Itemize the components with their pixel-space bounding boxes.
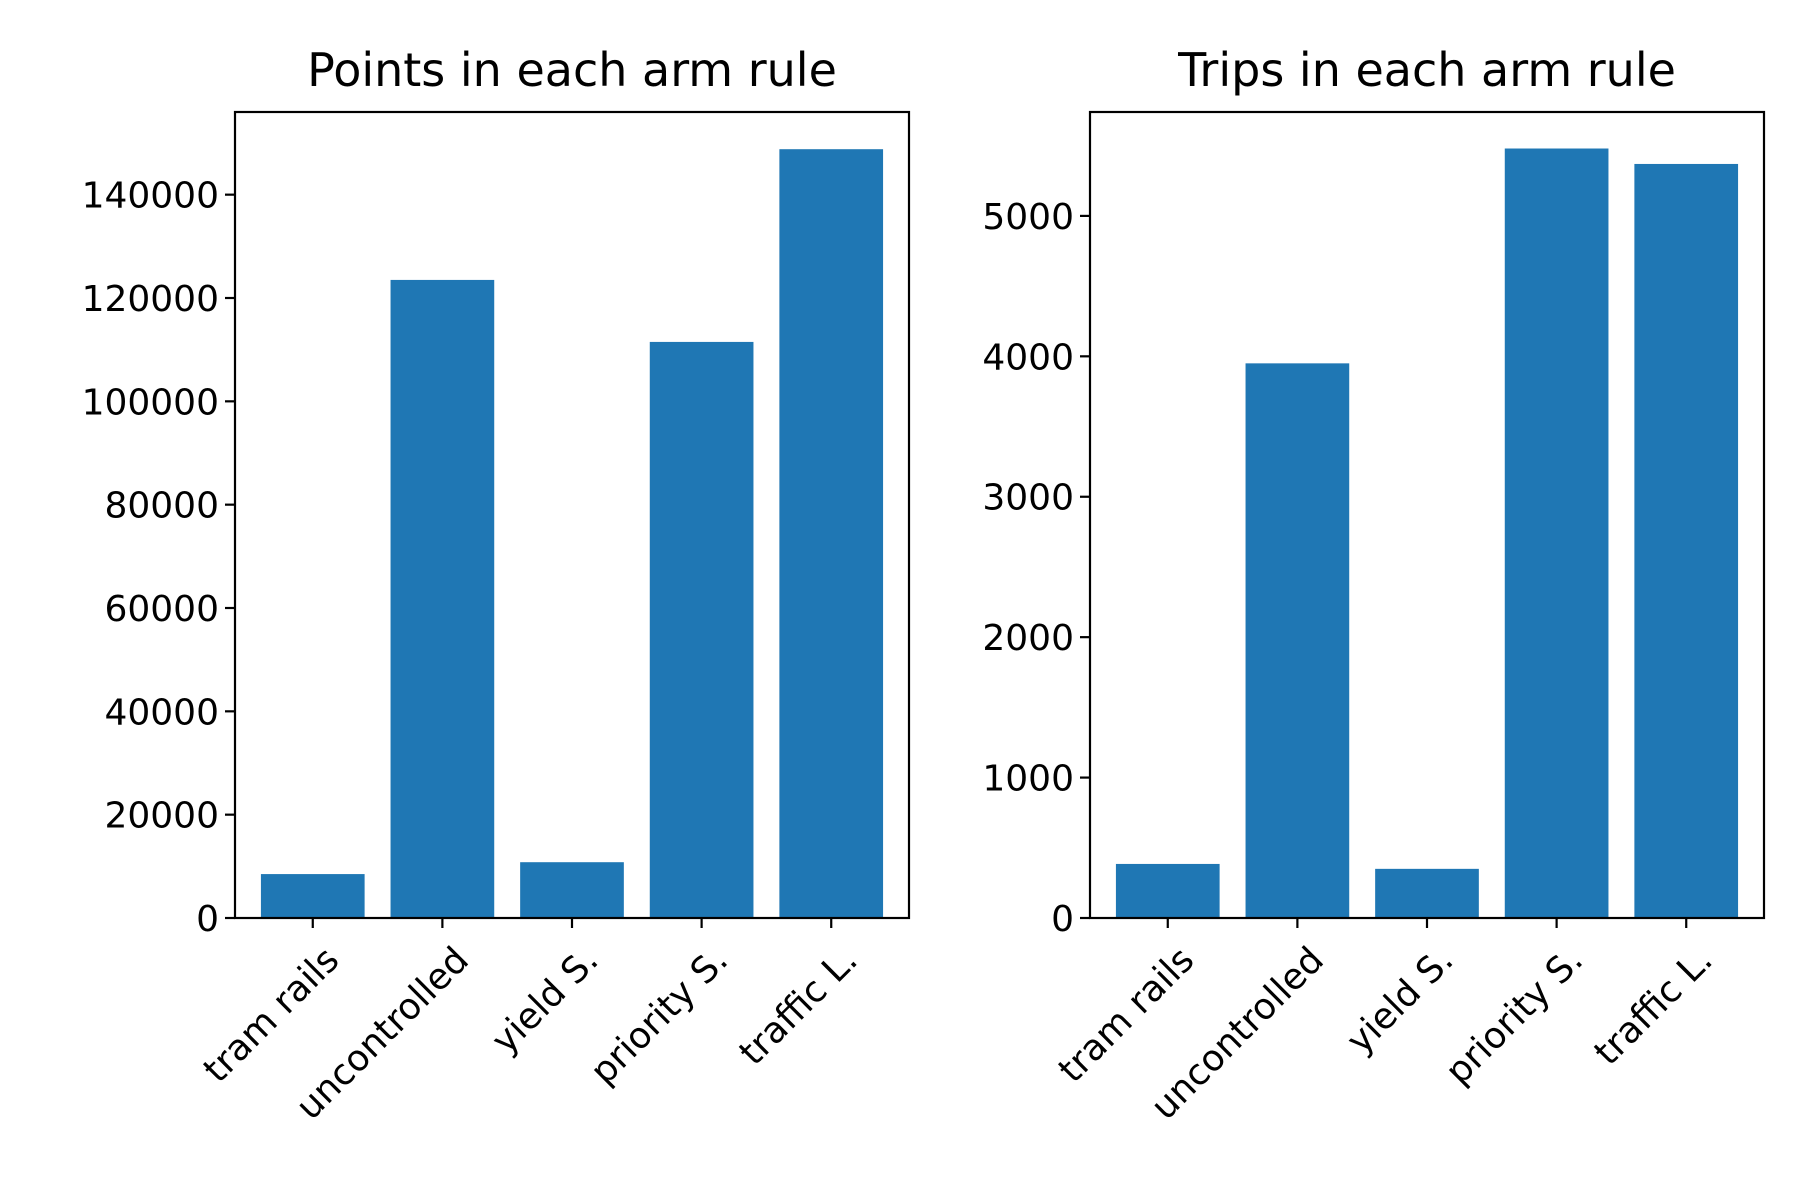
- y-tick-label: 0: [196, 899, 219, 940]
- x-tick-label: priority S.: [1438, 939, 1591, 1092]
- bar-priority-s: [1504, 148, 1609, 918]
- y-tick-label: 120000: [82, 279, 219, 320]
- y-tick-label: 5000: [982, 197, 1074, 238]
- x-tick-label: traffic L.: [1587, 939, 1721, 1073]
- plot-frame-trips: [1088, 110, 1766, 920]
- bar-traffic-l: [1634, 163, 1739, 918]
- y-tick-label: 100000: [82, 382, 219, 423]
- bar-tram-rails: [1115, 863, 1220, 918]
- x-tick-label: yield S.: [484, 939, 606, 1061]
- bar-tram-rails: [260, 874, 365, 918]
- y-tick-label: 4000: [982, 337, 1074, 378]
- chart-points-panel: Points in each arm rule 0 20000 40000 60000…: [82, 43, 911, 1128]
- y-tick-label: 3000: [982, 478, 1074, 519]
- y-tick-label: 60000: [104, 589, 219, 630]
- y-tick-label: 2000: [982, 618, 1074, 659]
- bar-priority-s: [649, 341, 754, 918]
- bar-uncontrolled: [1245, 363, 1350, 919]
- y-tick-label: 20000: [104, 796, 219, 837]
- bars-group-trips: [1115, 148, 1739, 919]
- chart-title-points: Points in each arm rule: [307, 43, 837, 97]
- y-axis-trips: 0 1000 2000 3000 4000 5000: [982, 197, 1090, 940]
- bars-group-points: [260, 149, 884, 918]
- bar-yield-s: [520, 862, 624, 918]
- y-tick-label: 1000: [982, 759, 1074, 800]
- y-tick-label: 0: [1051, 899, 1074, 940]
- bar-traffic-l: [779, 149, 884, 918]
- y-tick-label: 40000: [104, 692, 219, 733]
- chart-title-trips: Trips in each arm rule: [1177, 43, 1676, 97]
- chart-trips-panel: Trips in each arm rule 0 1000 2000 3000 4000…: [982, 43, 1766, 1128]
- x-tick-label: yield S.: [1339, 939, 1461, 1061]
- y-axis-points: 0 20000 40000 60000 80000 100000 120000 140000: [82, 176, 235, 940]
- x-tick-label: traffic L.: [732, 939, 866, 1073]
- plot-frame-points: [233, 110, 911, 920]
- bar-uncontrolled: [390, 279, 495, 918]
- y-tick-label: 140000: [82, 176, 219, 217]
- bar-yield-s: [1375, 868, 1479, 918]
- x-tick-label: priority S.: [583, 939, 736, 1092]
- y-tick-label: 80000: [104, 486, 219, 527]
